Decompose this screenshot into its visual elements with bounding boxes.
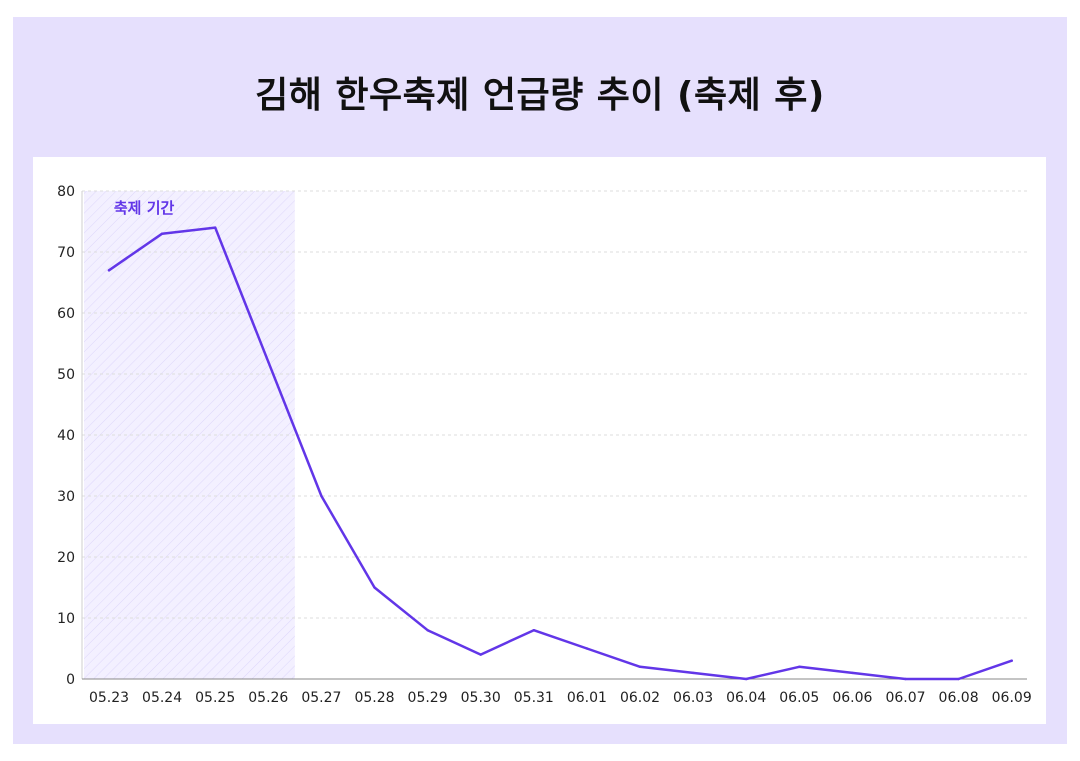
x-tick-label: 06.03 [673, 690, 713, 706]
x-tick-label: 06.08 [939, 690, 979, 706]
data-point [1010, 659, 1013, 662]
data-point [107, 269, 111, 272]
series-line [107, 226, 1013, 681]
chart-title: 김해 한우축제 언급량 추이 (축제 후) [255, 75, 825, 116]
x-tick-label: 06.02 [620, 690, 660, 706]
x-tick-label: 05.29 [408, 690, 448, 706]
x-tick-label: 06.06 [832, 690, 872, 706]
y-tick-label: 50 [57, 367, 75, 383]
x-tick-label: 05.24 [142, 690, 182, 706]
data-point [904, 677, 907, 681]
y-tick-label: 80 [57, 184, 75, 200]
y-tick-label: 30 [57, 489, 75, 505]
y-tick-label: 20 [57, 550, 75, 566]
x-tick-label: 05.25 [195, 690, 235, 706]
x-tick-label: 05.28 [354, 690, 394, 706]
data-point [214, 226, 217, 229]
data-point [479, 653, 482, 656]
data-point [957, 677, 960, 681]
x-tick-label: 05.31 [514, 690, 554, 706]
data-point [691, 671, 695, 675]
data-point [532, 629, 535, 632]
data-point [160, 232, 164, 235]
data-point [373, 586, 376, 589]
y-tick-label: 70 [57, 245, 75, 261]
data-point [585, 647, 589, 650]
x-tick-label: 05.26 [248, 690, 288, 706]
x-tick-label: 06.05 [779, 690, 819, 706]
data-point [426, 629, 429, 632]
x-tick-label: 05.27 [301, 690, 341, 706]
data-point [320, 494, 323, 498]
y-tick-label: 60 [57, 306, 75, 322]
festival-period-label: 축제 기간 [114, 199, 175, 217]
x-tick-label: 06.09 [992, 690, 1032, 706]
data-point [638, 665, 642, 668]
y-tick-label: 0 [66, 672, 75, 688]
data-point [745, 677, 748, 681]
x-tick-label: 05.30 [461, 690, 501, 706]
y-tick-label: 10 [57, 611, 75, 627]
y-tick-label: 40 [57, 428, 75, 444]
x-tick-label: 05.23 [89, 690, 129, 706]
x-tick-label: 06.01 [567, 690, 607, 706]
data-point [851, 671, 854, 675]
data-point [267, 360, 270, 363]
data-point [798, 665, 801, 668]
x-tick-label: 06.04 [726, 690, 766, 706]
x-tick-label: 06.07 [885, 690, 925, 706]
